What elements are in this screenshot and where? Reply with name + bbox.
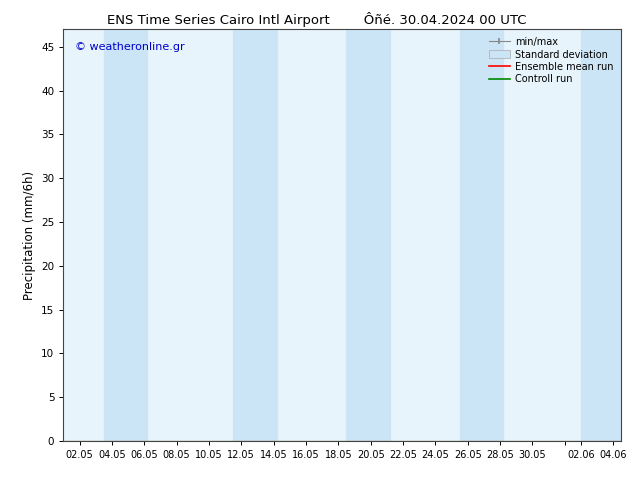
- Text: © weatheronline.gr: © weatheronline.gr: [75, 42, 184, 52]
- Bar: [368, 29, 390, 441]
- Bar: [460, 29, 492, 441]
- Bar: [233, 29, 266, 441]
- Bar: [254, 29, 277, 441]
- Bar: [104, 29, 136, 441]
- Bar: [581, 29, 605, 441]
- Bar: [481, 29, 503, 441]
- Bar: [125, 29, 148, 441]
- Text: ENS Time Series Cairo Intl Airport        Ôñé. 30.04.2024 00 UTC: ENS Time Series Cairo Intl Airport Ôñé. …: [107, 12, 527, 27]
- Y-axis label: Precipitation (mm/6h): Precipitation (mm/6h): [23, 171, 36, 300]
- Bar: [346, 29, 378, 441]
- Legend: min/max, Standard deviation, Ensemble mean run, Controll run: min/max, Standard deviation, Ensemble me…: [486, 34, 616, 87]
- Bar: [597, 29, 621, 441]
